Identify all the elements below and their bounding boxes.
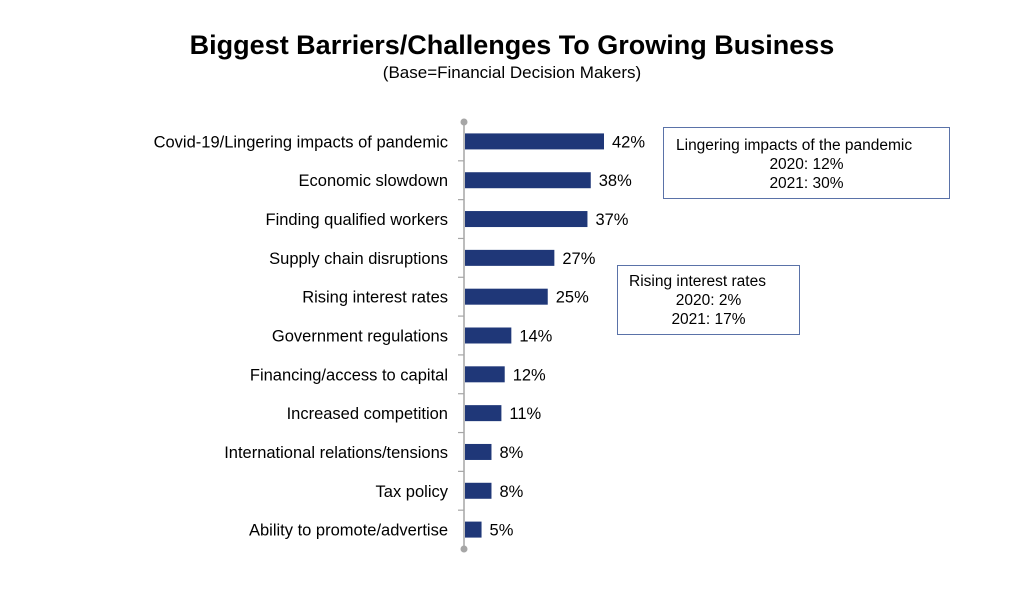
data-label: 8% <box>499 444 523 462</box>
category-label: Financing/access to capital <box>250 366 448 384</box>
annotation-line: 2020: 12% <box>769 156 844 173</box>
annotation-line: 2021: 17% <box>671 311 746 328</box>
annotation-heading: Rising interest rates <box>629 273 766 290</box>
category-label: Tax policy <box>376 483 449 501</box>
annotation-line: 2020: 2% <box>675 292 742 309</box>
annotation-interest-rates: Rising interest rates 2020: 2% 2021: 17% <box>617 265 800 335</box>
category-label: Economic slowdown <box>299 172 448 190</box>
bar <box>465 133 604 150</box>
data-label: 8% <box>499 483 523 501</box>
data-label: 11% <box>509 405 541 423</box>
category-label: Covid-19/Lingering impacts of pandemic <box>154 133 448 151</box>
data-label: 12% <box>513 366 546 384</box>
category-label: Ability to promote/advertise <box>249 522 448 540</box>
data-label: 42% <box>612 133 645 151</box>
bar <box>465 405 502 422</box>
bar <box>465 211 588 228</box>
data-label: 37% <box>595 211 628 229</box>
bar <box>465 366 505 383</box>
chart-title: Biggest Barriers/Challenges To Growing B… <box>189 30 835 60</box>
axis-end-dot <box>460 545 468 553</box>
bar <box>465 521 482 538</box>
data-label: 14% <box>519 328 552 346</box>
data-label: 25% <box>556 289 589 307</box>
bar <box>465 443 492 460</box>
category-label: International relations/tensions <box>224 444 448 462</box>
annotation-pandemic: Lingering impacts of the pandemic 2020: … <box>663 127 950 199</box>
data-label: 5% <box>490 522 514 540</box>
annotation-heading: Lingering impacts of the pandemic <box>676 137 913 154</box>
bar <box>465 249 555 266</box>
bar <box>465 327 512 344</box>
category-label: Supply chain disruptions <box>269 250 448 268</box>
category-label: Government regulations <box>272 328 448 346</box>
annotation-line: 2021: 30% <box>769 175 844 192</box>
bar <box>465 172 591 189</box>
axis-end-dot <box>460 118 468 126</box>
category-label: Rising interest rates <box>302 289 448 307</box>
bar <box>465 288 548 305</box>
bar <box>465 482 492 499</box>
chart-subtitle: (Base=Financial Decision Makers) <box>382 63 642 82</box>
category-label: Finding qualified workers <box>265 211 448 229</box>
data-label: 38% <box>599 172 632 190</box>
category-label: Increased competition <box>287 405 448 423</box>
data-label: 27% <box>562 250 595 268</box>
